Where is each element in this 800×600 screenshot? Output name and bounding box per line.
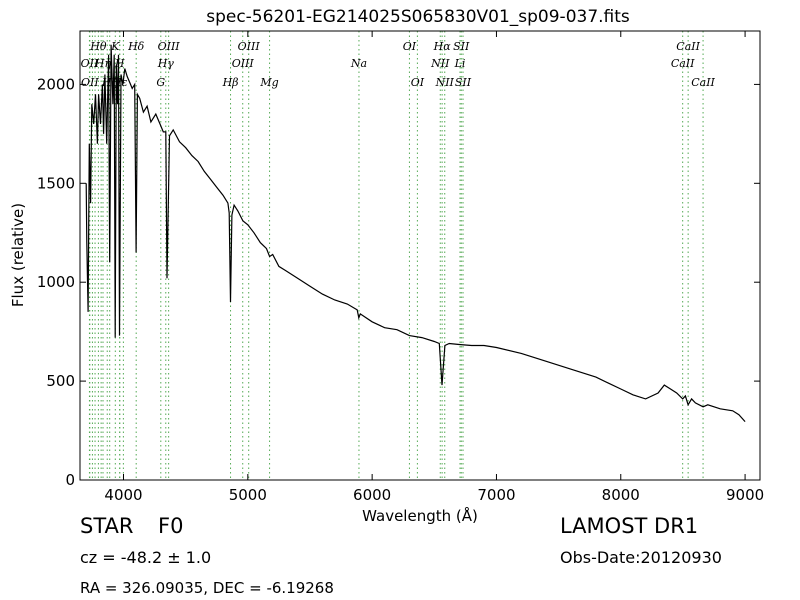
y-tick-label: 500 — [46, 372, 75, 390]
line-label: CaII — [676, 40, 700, 53]
line-label: OIII — [158, 40, 181, 53]
object-class: STAR — [80, 514, 134, 538]
line-label: H — [114, 57, 125, 70]
line-label: OI — [411, 76, 425, 89]
observation-date: Obs-Date:20120930 — [560, 548, 722, 567]
line-label: K — [110, 40, 120, 53]
x-tick-label: 4000 — [104, 486, 142, 504]
chart-title: spec-56201-EG214025S065830V01_sp09-037.f… — [206, 7, 630, 27]
line-label: OIII — [232, 57, 255, 70]
line-label: Hβ — [222, 76, 239, 89]
line-label: Hα — [433, 40, 452, 53]
x-tick-label: 7000 — [477, 486, 515, 504]
line-label: OIII — [238, 40, 261, 53]
survey-name: LAMOST DR1 — [560, 514, 699, 538]
line-label: OII — [81, 76, 99, 89]
plot-frame — [79, 30, 761, 481]
x-tick-label: 6000 — [353, 486, 391, 504]
line-label: Na — [350, 57, 367, 70]
line-label: Li — [454, 57, 466, 70]
y-tick-label: 2000 — [37, 75, 75, 93]
line-label: OI — [403, 40, 417, 53]
line-label: Hδ — [127, 40, 145, 53]
line-label: Hγ — [157, 57, 175, 70]
line-label: SII — [453, 40, 470, 53]
y-tick-label: 1500 — [37, 174, 75, 192]
spectral-line-markers — [88, 31, 704, 480]
line-label: CaII — [671, 57, 695, 70]
line-label: Mg — [259, 76, 278, 89]
line-label: NII — [430, 57, 450, 70]
x-tick-label: 8000 — [602, 486, 640, 504]
x-axis-label: Wavelength (Å) — [362, 506, 478, 525]
x-tick-label: 9000 — [726, 486, 764, 504]
y-tick-label: 0 — [65, 471, 75, 489]
line-label: Hη — [94, 57, 112, 70]
x-tick-label: 5000 — [229, 486, 267, 504]
y-axis-label: Flux (relative) — [9, 203, 27, 307]
line-label: SII — [455, 76, 472, 89]
line-label: OII — [81, 57, 99, 70]
coordinates: RA = 326.09035, DEC = -6.19268 — [80, 579, 334, 597]
object-subclass: F0 — [158, 514, 184, 538]
line-label: CaII — [691, 76, 715, 89]
spectrum-line — [85, 44, 746, 423]
redshift-text: cz = -48.2 ± 1.0 — [80, 548, 212, 567]
y-tick-label: 1000 — [37, 273, 75, 291]
spectral-line-labels: OIIOIIHθHηHζKHHεHδGHγOIIIHβOIIIOIIIMgNaO… — [81, 40, 716, 89]
line-label: NII — [435, 76, 455, 89]
plot-axes: 4000 5000 6000 7000 8000 9000 0 500 1000 1500 2000 — [37, 30, 764, 504]
line-label: Hθ — [89, 40, 107, 53]
line-label: G — [156, 76, 165, 89]
